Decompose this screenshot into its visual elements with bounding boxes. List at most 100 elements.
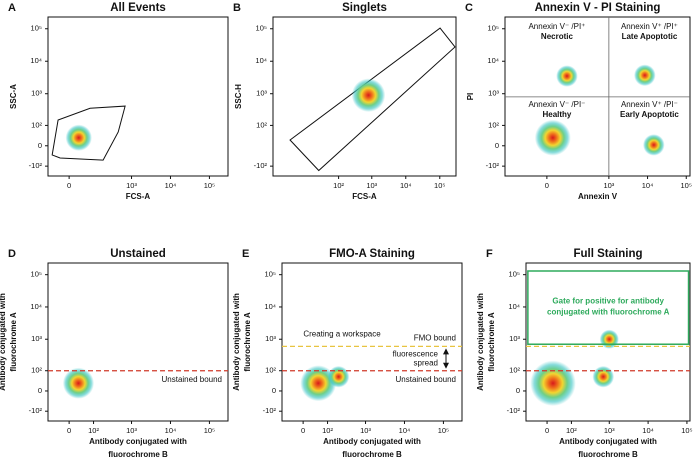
y-tick-label: 10⁵ xyxy=(31,270,42,279)
quadrant-label: Annexin V⁺ /PI⁺ xyxy=(621,22,678,31)
panel-letter: F xyxy=(486,248,493,260)
y-tick-label: 10⁵ xyxy=(31,24,42,33)
panel-letter: C xyxy=(465,2,473,14)
population xyxy=(634,64,656,87)
x-tick-label: 10⁴ xyxy=(399,426,411,435)
panel-letter: E xyxy=(242,248,249,260)
y-tick-label: 10⁴ xyxy=(30,302,42,311)
population xyxy=(65,124,92,151)
y-tick-label: 10³ xyxy=(256,89,267,98)
gate-rect xyxy=(527,270,690,345)
x-axis-label: Antibody conjugated with xyxy=(323,437,421,446)
y-axis-label: fluorochrome A xyxy=(487,312,496,371)
y-tick-label: 10² xyxy=(31,366,42,375)
y-tick-label: 10⁴ xyxy=(487,56,499,65)
y-tick-label: -10² xyxy=(29,161,43,170)
quadrant-label: Annexin V⁺ /PI⁻ xyxy=(621,100,678,109)
y-tick-label: 10³ xyxy=(265,334,276,343)
plot-frame xyxy=(47,262,229,422)
population xyxy=(530,360,576,407)
y-tick-label: 0 xyxy=(38,141,42,150)
y-tick-label: 10² xyxy=(265,366,276,375)
panel-title: Annexin V - PI Staining xyxy=(535,2,661,14)
x-tick-label: 10² xyxy=(88,426,99,435)
plot-frame xyxy=(525,262,691,422)
quadrant-label: Annexin V⁻ /PI⁺ xyxy=(528,22,585,31)
gate xyxy=(289,27,456,172)
x-tick-label: 0 xyxy=(301,426,305,435)
x-axis-label: fluorochrome B xyxy=(342,450,402,459)
gate xyxy=(51,105,126,161)
y-tick-label: 10² xyxy=(256,120,267,129)
x-tick-label: 10³ xyxy=(604,426,615,435)
x-tick-label: 10² xyxy=(566,426,577,435)
x-axis-label: FCS-A xyxy=(352,192,377,201)
x-tick-label: 10⁵ xyxy=(204,426,215,435)
y-axis-label: Antibody conjugated with xyxy=(0,293,7,391)
panel-letter: A xyxy=(8,2,16,14)
y-tick-label: 10³ xyxy=(509,334,520,343)
x-tick-label: 0 xyxy=(545,426,549,435)
x-tick-label: 0 xyxy=(545,181,549,190)
y-tick-label: 10⁴ xyxy=(264,302,276,311)
y-tick-label: 10⁴ xyxy=(255,56,267,65)
y-tick-label: -10² xyxy=(263,406,277,415)
population xyxy=(300,365,337,402)
y-tick-label: 10² xyxy=(31,120,42,129)
y-axis-label: Antibody conjugated with xyxy=(232,293,241,391)
x-tick-label: 0 xyxy=(67,181,71,190)
population xyxy=(62,367,95,399)
annotation: spread xyxy=(414,359,438,368)
x-axis-label: Annexin V xyxy=(578,192,618,201)
x-tick-label: 10⁴ xyxy=(642,426,654,435)
population xyxy=(592,365,615,388)
threshold-label: FMO bound xyxy=(414,333,456,342)
y-tick-label: 10² xyxy=(509,366,520,375)
quadrant-name: Necrotic xyxy=(541,32,574,41)
panel-letter: B xyxy=(233,2,241,14)
y-axis-label: PI xyxy=(466,93,475,101)
y-axis-label: fluorochrome A xyxy=(9,312,18,371)
x-tick-label: 10³ xyxy=(126,426,137,435)
quadrant-label: Annexin V⁻ /PI⁻ xyxy=(528,100,585,109)
y-tick-label: 10³ xyxy=(31,89,42,98)
y-tick-label: 10⁵ xyxy=(488,24,499,33)
x-tick-label: 10⁴ xyxy=(165,426,177,435)
y-tick-label: 0 xyxy=(495,141,499,150)
annotation: Creating a workspace xyxy=(303,329,381,338)
y-axis-label: SSC-A xyxy=(9,84,18,109)
population xyxy=(556,65,578,87)
x-axis-label: Antibody conjugated with xyxy=(559,437,657,446)
quadrant-name: Early Apoptotic xyxy=(620,110,679,119)
y-tick-label: 10³ xyxy=(488,89,499,98)
plot-frame xyxy=(272,16,457,177)
x-tick-label: 10⁵ xyxy=(681,426,692,435)
x-tick-label: 10⁵ xyxy=(681,181,692,190)
y-tick-label: 10⁵ xyxy=(256,24,267,33)
population xyxy=(643,134,665,156)
x-tick-label: 10⁵ xyxy=(204,181,215,190)
x-tick-label: 0 xyxy=(67,426,71,435)
x-axis-label: FCS-A xyxy=(126,192,151,201)
plot-frame xyxy=(281,262,463,422)
y-tick-label: 0 xyxy=(272,386,276,395)
threshold-label: Unstained bound xyxy=(396,375,457,384)
x-tick-label: 10⁴ xyxy=(642,181,654,190)
y-tick-label: 0 xyxy=(516,386,520,395)
y-tick-label: -10² xyxy=(486,161,500,170)
y-tick-label: -10² xyxy=(254,161,268,170)
population xyxy=(327,365,350,388)
x-tick-label: 10⁴ xyxy=(165,181,177,190)
y-tick-label: 10⁴ xyxy=(30,56,42,65)
y-tick-label: 10⁴ xyxy=(508,302,520,311)
quadrant-name: Healthy xyxy=(542,110,571,119)
x-tick-label: 10³ xyxy=(360,426,371,435)
panel-title: Full Staining xyxy=(574,248,643,260)
y-tick-label: -10² xyxy=(29,406,43,415)
x-tick-label: 10³ xyxy=(366,181,377,190)
y-tick-label: 10⁵ xyxy=(265,270,276,279)
y-tick-label: 0 xyxy=(38,386,42,395)
x-tick-label: 10⁵ xyxy=(438,426,449,435)
annotation: fluorescence xyxy=(393,350,439,359)
